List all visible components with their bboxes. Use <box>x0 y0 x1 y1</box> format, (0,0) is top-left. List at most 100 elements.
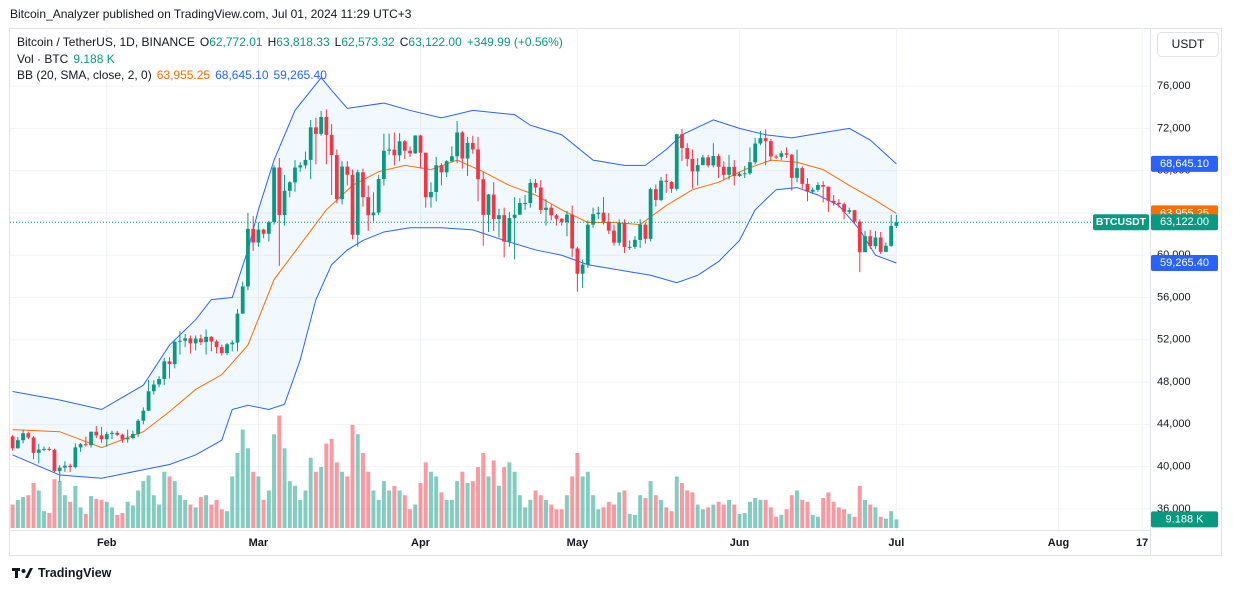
x-tick-label: 17 <box>1136 537 1148 549</box>
candle-body <box>125 438 130 440</box>
candle-body <box>282 190 287 216</box>
volume-bar <box>805 501 810 528</box>
volume-bar <box>554 509 559 528</box>
candle-body <box>36 449 41 453</box>
candle-body <box>596 212 601 215</box>
volume-bar <box>115 514 120 528</box>
candle-body <box>94 431 99 436</box>
candle-body <box>706 157 711 166</box>
legend-row: BB (20, SMA, close, 2, 0) 63,955.25 68,6… <box>17 67 563 84</box>
volume-bar <box>559 509 564 528</box>
volume-bar <box>507 462 512 528</box>
volume-bar <box>204 495 209 528</box>
change: +349.99 (+0.56%) <box>466 35 563 49</box>
currency-button-label[interactable]: USDT <box>1172 37 1205 51</box>
candle-body <box>115 432 120 435</box>
candle-body <box>146 391 151 411</box>
volume-bar <box>852 516 857 528</box>
candle-body <box>690 158 695 172</box>
volume-bar <box>617 492 622 528</box>
indicator-name: BB (20, SMA, close, 2, 0) <box>17 68 152 82</box>
volume-label-bg <box>1151 511 1218 528</box>
candle-body <box>366 197 371 216</box>
candle-body <box>397 141 402 156</box>
volume-bar <box>402 495 407 528</box>
candle-body <box>617 222 622 243</box>
volume-bar <box>120 513 125 528</box>
x-tick-label: Apr <box>411 537 431 549</box>
volume-bar <box>512 471 517 528</box>
candle-body <box>52 449 57 472</box>
ohlc-low: L 62,573.32 <box>335 34 395 51</box>
candle-body <box>502 215 507 242</box>
candle-body <box>350 174 355 235</box>
candle-body <box>528 182 533 204</box>
candle-body <box>669 181 674 189</box>
volume-bar <box>685 490 690 528</box>
volume-bar <box>371 490 376 528</box>
candle-body <box>193 338 198 344</box>
volume-bar <box>219 509 224 528</box>
candle-body <box>136 420 141 434</box>
volume-bar <box>496 485 501 528</box>
volume-bar <box>627 513 632 528</box>
candle-body <box>429 192 433 198</box>
band-price-label: 59,265.40 <box>1160 257 1209 269</box>
candle-body <box>329 134 334 156</box>
y-tick-label: 40,000 <box>1157 460 1191 472</box>
candle-body <box>392 149 397 156</box>
candle-body <box>836 202 841 205</box>
candle-body <box>449 156 454 162</box>
volume-bar <box>10 504 15 528</box>
last-price-label: 63,122.00 <box>1160 216 1209 228</box>
volume-bar <box>298 499 303 528</box>
volume-bar <box>162 471 167 528</box>
candle-body <box>701 157 705 166</box>
candle-body <box>685 148 690 159</box>
volume-bar <box>481 453 486 528</box>
volume-bar <box>648 481 653 528</box>
volume-bar <box>177 495 182 528</box>
candle-body <box>575 248 580 274</box>
candle-body <box>376 179 381 213</box>
volume-bar <box>664 507 669 528</box>
volume-bar <box>68 501 73 528</box>
volume-bar <box>15 499 20 528</box>
candle-body <box>737 173 742 177</box>
candle-body <box>68 465 73 468</box>
volume-bar <box>549 504 554 528</box>
volume-bar <box>460 471 465 528</box>
volume-bar <box>889 511 894 528</box>
volume-bar <box>350 424 355 528</box>
candle-body <box>465 142 470 159</box>
volume-bar <box>376 499 381 528</box>
volume-bar <box>266 490 271 528</box>
volume-bar <box>753 498 758 528</box>
candle-body <box>507 218 512 242</box>
candle-body <box>889 225 894 246</box>
volume-bar <box>873 507 878 528</box>
candle-body <box>627 246 632 248</box>
volume-bar <box>434 476 439 528</box>
candle-body <box>768 141 773 157</box>
candle-body <box>340 166 344 200</box>
volume-bar <box>235 453 240 528</box>
volume-bar <box>423 462 428 528</box>
candle-body <box>246 228 250 287</box>
candle-body <box>863 236 867 253</box>
volume-bar <box>293 485 297 528</box>
volume-bar <box>768 507 773 528</box>
candle-body <box>622 222 627 247</box>
volume-bar <box>883 518 888 528</box>
candle-body <box>434 165 439 193</box>
candle-body <box>198 338 203 343</box>
candle-body <box>559 218 564 223</box>
candle-body <box>716 155 721 167</box>
currency-button[interactable] <box>1157 32 1219 57</box>
volume-bar <box>36 490 41 528</box>
candle-body <box>73 447 78 468</box>
candle-body <box>240 286 245 314</box>
candle-body <box>345 166 350 175</box>
candle-body <box>873 237 878 247</box>
candle-body <box>758 138 763 144</box>
